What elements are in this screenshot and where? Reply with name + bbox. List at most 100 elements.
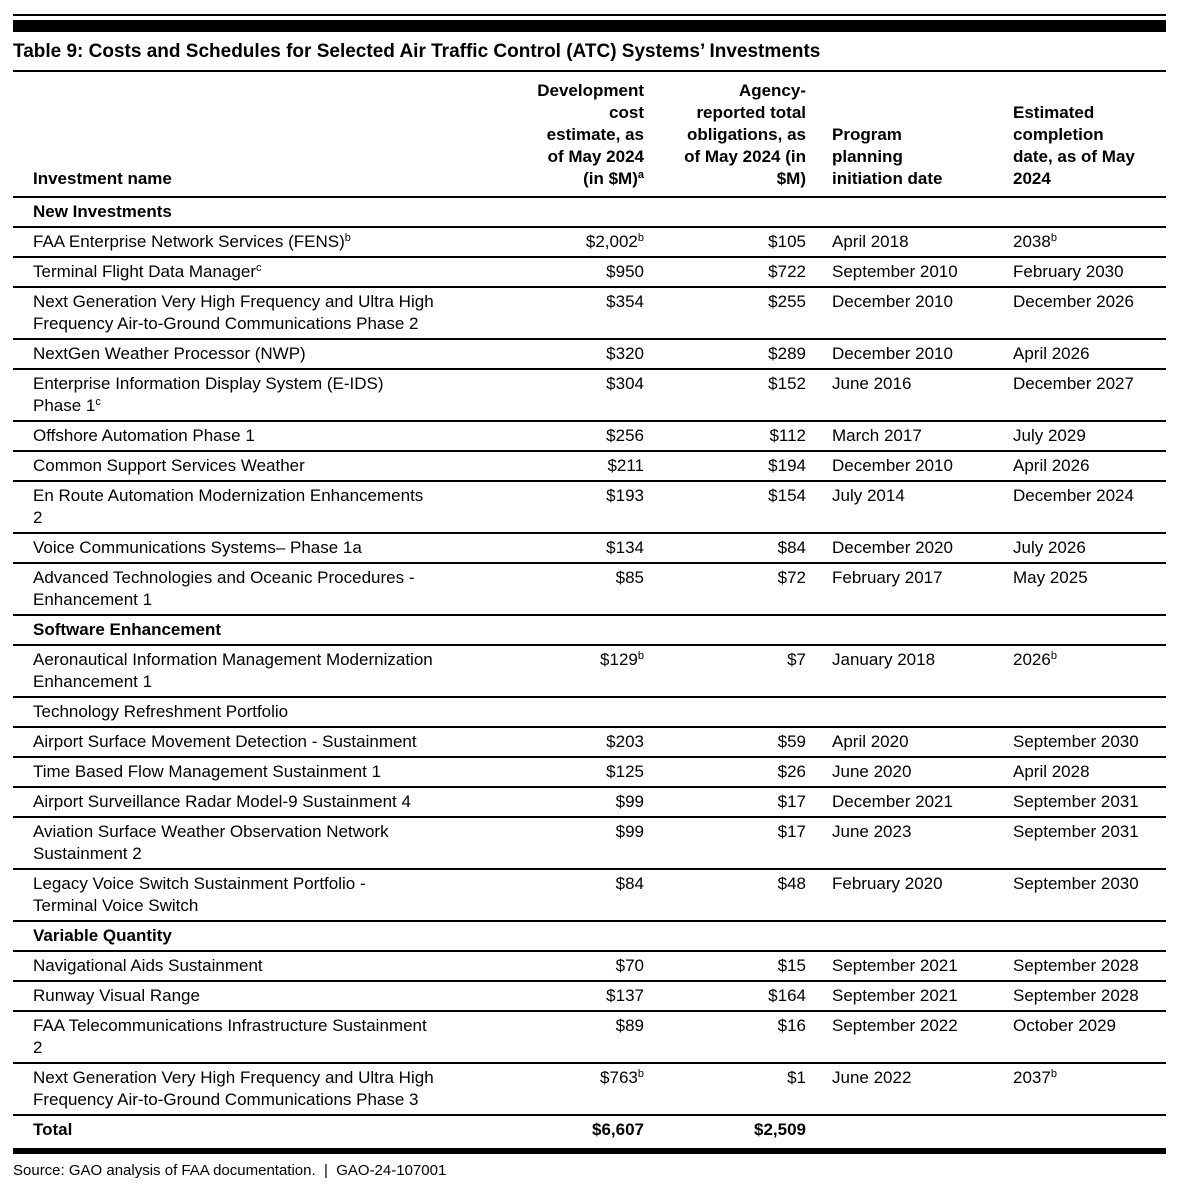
investment-name-cell: Next Generation Very High Frequency and … (13, 287, 510, 340)
development-cost-cell: $304 (510, 369, 644, 422)
initiation-date-cell: September 2021 (806, 981, 1013, 1012)
table-row: Airport Surveillance Radar Model-9 Susta… (13, 787, 1166, 818)
development-cost-cell: $763b (510, 1063, 644, 1116)
column-header-5: Estimated completion date, as of May 202… (1013, 72, 1166, 198)
initiation-date-cell: January 2018 (806, 645, 1013, 698)
initiation-date-cell: April 2020 (806, 727, 1013, 758)
value-superscript: c (255, 262, 262, 274)
obligations-cell: $59 (644, 727, 806, 758)
completion-date-cell: July 2026 (1013, 533, 1166, 564)
obligations-cell: $164 (644, 981, 806, 1012)
initiation-date-cell: September 2021 (806, 951, 1013, 982)
completion-date-cell: September 2030 (1013, 869, 1166, 922)
source-note: Source: GAO analysis of FAA documentatio… (13, 1162, 447, 1179)
investment-name-cell: Airport Surface Movement Detection - Sus… (13, 727, 510, 758)
initiation-date-cell: December 2010 (806, 339, 1013, 370)
total-row: Total $6,607 $2,509 (13, 1115, 1166, 1144)
obligations-cell: $17 (644, 787, 806, 818)
value-superscript: c (95, 396, 101, 408)
table-row: FAA Telecommunications Infrastructure Su… (13, 1011, 1166, 1064)
bottom-black-bar (13, 1148, 1166, 1154)
initiation-date-cell: April 2018 (806, 227, 1013, 258)
section-label: New Investments (13, 197, 1166, 228)
obligations-cell: $48 (644, 869, 806, 922)
investment-name-cell: Voice Communications Systems– Phase 1a (13, 533, 510, 564)
completion-date-cell: September 2031 (1013, 817, 1166, 870)
table-row: Time Based Flow Management Sustainment 1… (13, 757, 1166, 788)
column-header-3: Agency- reported total obligations, as o… (644, 72, 806, 198)
completion-date-cell: July 2029 (1013, 421, 1166, 452)
investment-name-cell: Terminal Flight Data Managerc (13, 257, 510, 288)
table-row: Common Support Services Weather $211 $194 D… (13, 451, 1166, 482)
table-row: En Route Automation Modernization Enhanc… (13, 481, 1166, 534)
development-cost-cell: $84 (510, 869, 644, 922)
initiation-date-cell: June 2020 (806, 757, 1013, 788)
development-cost-cell: $125 (510, 757, 644, 788)
section-row: Software Enhancement (13, 615, 1166, 646)
completion-date-cell: 2037b (1013, 1063, 1166, 1116)
completion-date-cell: April 2028 (1013, 757, 1166, 788)
initiation-date-cell: December 2010 (806, 451, 1013, 482)
completion-date-cell: December 2024 (1013, 481, 1166, 534)
investment-name-cell: Aviation Surface Weather Observation Net… (13, 817, 510, 870)
table-row: Offshore Automation Phase 1 $256 $112 March… (13, 421, 1166, 452)
investment-name-cell: NextGen Weather Processor (NWP) (13, 339, 510, 370)
obligations-cell: $26 (644, 757, 806, 788)
obligations-cell: $16 (644, 1011, 806, 1064)
completion-date-cell: February 2030 (1013, 257, 1166, 288)
development-cost-cell: $89 (510, 1011, 644, 1064)
completion-date-cell: December 2026 (1013, 287, 1166, 340)
section-label: Software Enhancement (13, 615, 1166, 646)
obligations-cell: $7 (644, 645, 806, 698)
completion-date-cell: December 2027 (1013, 369, 1166, 422)
obligations-cell: $1 (644, 1063, 806, 1116)
section-row: Variable Quantity (13, 921, 1166, 952)
completion-date-cell: May 2025 (1013, 563, 1166, 616)
table-row: Legacy Voice Switch Sustainment Portfoli… (13, 869, 1166, 922)
investment-name-cell: Navigational Aids Sustainment (13, 951, 510, 982)
column-header-2: Development cost estimate, as of May 202… (510, 72, 644, 198)
development-cost-cell: $211 (510, 451, 644, 482)
completion-date-cell: September 2031 (1013, 787, 1166, 818)
investment-name-cell: FAA Enterprise Network Services (FENS)b (13, 227, 510, 258)
column-header-1: Investment name (13, 72, 510, 198)
development-cost-cell: $99 (510, 787, 644, 818)
table-row: Next Generation Very High Frequency and … (13, 1063, 1166, 1116)
table-header-row: Investment name Development cost estimate… (13, 72, 1166, 198)
investment-name-cell: Airport Surveillance Radar Model-9 Susta… (13, 787, 510, 818)
obligations-cell: $2,509 (754, 1120, 806, 1139)
initiation-date-cell: July 2014 (806, 481, 1013, 534)
value-superscript: b (1050, 650, 1057, 662)
investments-table: Investment name Development cost estimate… (13, 72, 1166, 1144)
table-row: Voice Communications Systems– Phase 1a $1… (13, 533, 1166, 564)
table-row: NextGen Weather Processor (NWP) $320 $289 D… (13, 339, 1166, 370)
column-header-superscript: a (637, 169, 644, 181)
completion-date-cell: April 2026 (1013, 451, 1166, 482)
initiation-date-cell (806, 1115, 1013, 1144)
development-cost-cell: $320 (510, 339, 644, 370)
table-row: Airport Surface Movement Detection - Sus… (13, 727, 1166, 758)
completion-date-cell: 2026b (1013, 645, 1166, 698)
development-cost-cell: $354 (510, 287, 644, 340)
obligations-cell: $112 (644, 421, 806, 452)
subsection-label: Technology Refreshment Portfolio (13, 697, 1166, 728)
table-row: Navigational Aids Sustainment $70 $15 Septe… (13, 951, 1166, 982)
value-superscript: b (637, 1068, 644, 1080)
table-row: Enterprise Information Display System (E… (13, 369, 1166, 422)
investment-name-cell: Offshore Automation Phase 1 (13, 421, 510, 452)
header-black-bar (13, 20, 1166, 32)
investment-name-cell: Legacy Voice Switch Sustainment Portfoli… (13, 869, 510, 922)
table-row: Aeronautical Information Management Mode… (13, 645, 1166, 698)
initiation-date-cell: June 2023 (806, 817, 1013, 870)
development-cost-cell: $6,607 (592, 1120, 644, 1139)
investment-name-cell: Enterprise Information Display System (E… (13, 369, 510, 422)
investment-name-cell: Aeronautical Information Management Mode… (13, 645, 510, 698)
investment-name-cell: Total (33, 1120, 73, 1139)
completion-date-cell (1013, 1115, 1166, 1144)
obligations-cell: $194 (644, 451, 806, 482)
section-label: Variable Quantity (13, 921, 1166, 952)
investment-name-cell: Time Based Flow Management Sustainment 1 (13, 757, 510, 788)
obligations-cell: $722 (644, 257, 806, 288)
value-superscript: b (1050, 232, 1057, 244)
initiation-date-cell: February 2017 (806, 563, 1013, 616)
